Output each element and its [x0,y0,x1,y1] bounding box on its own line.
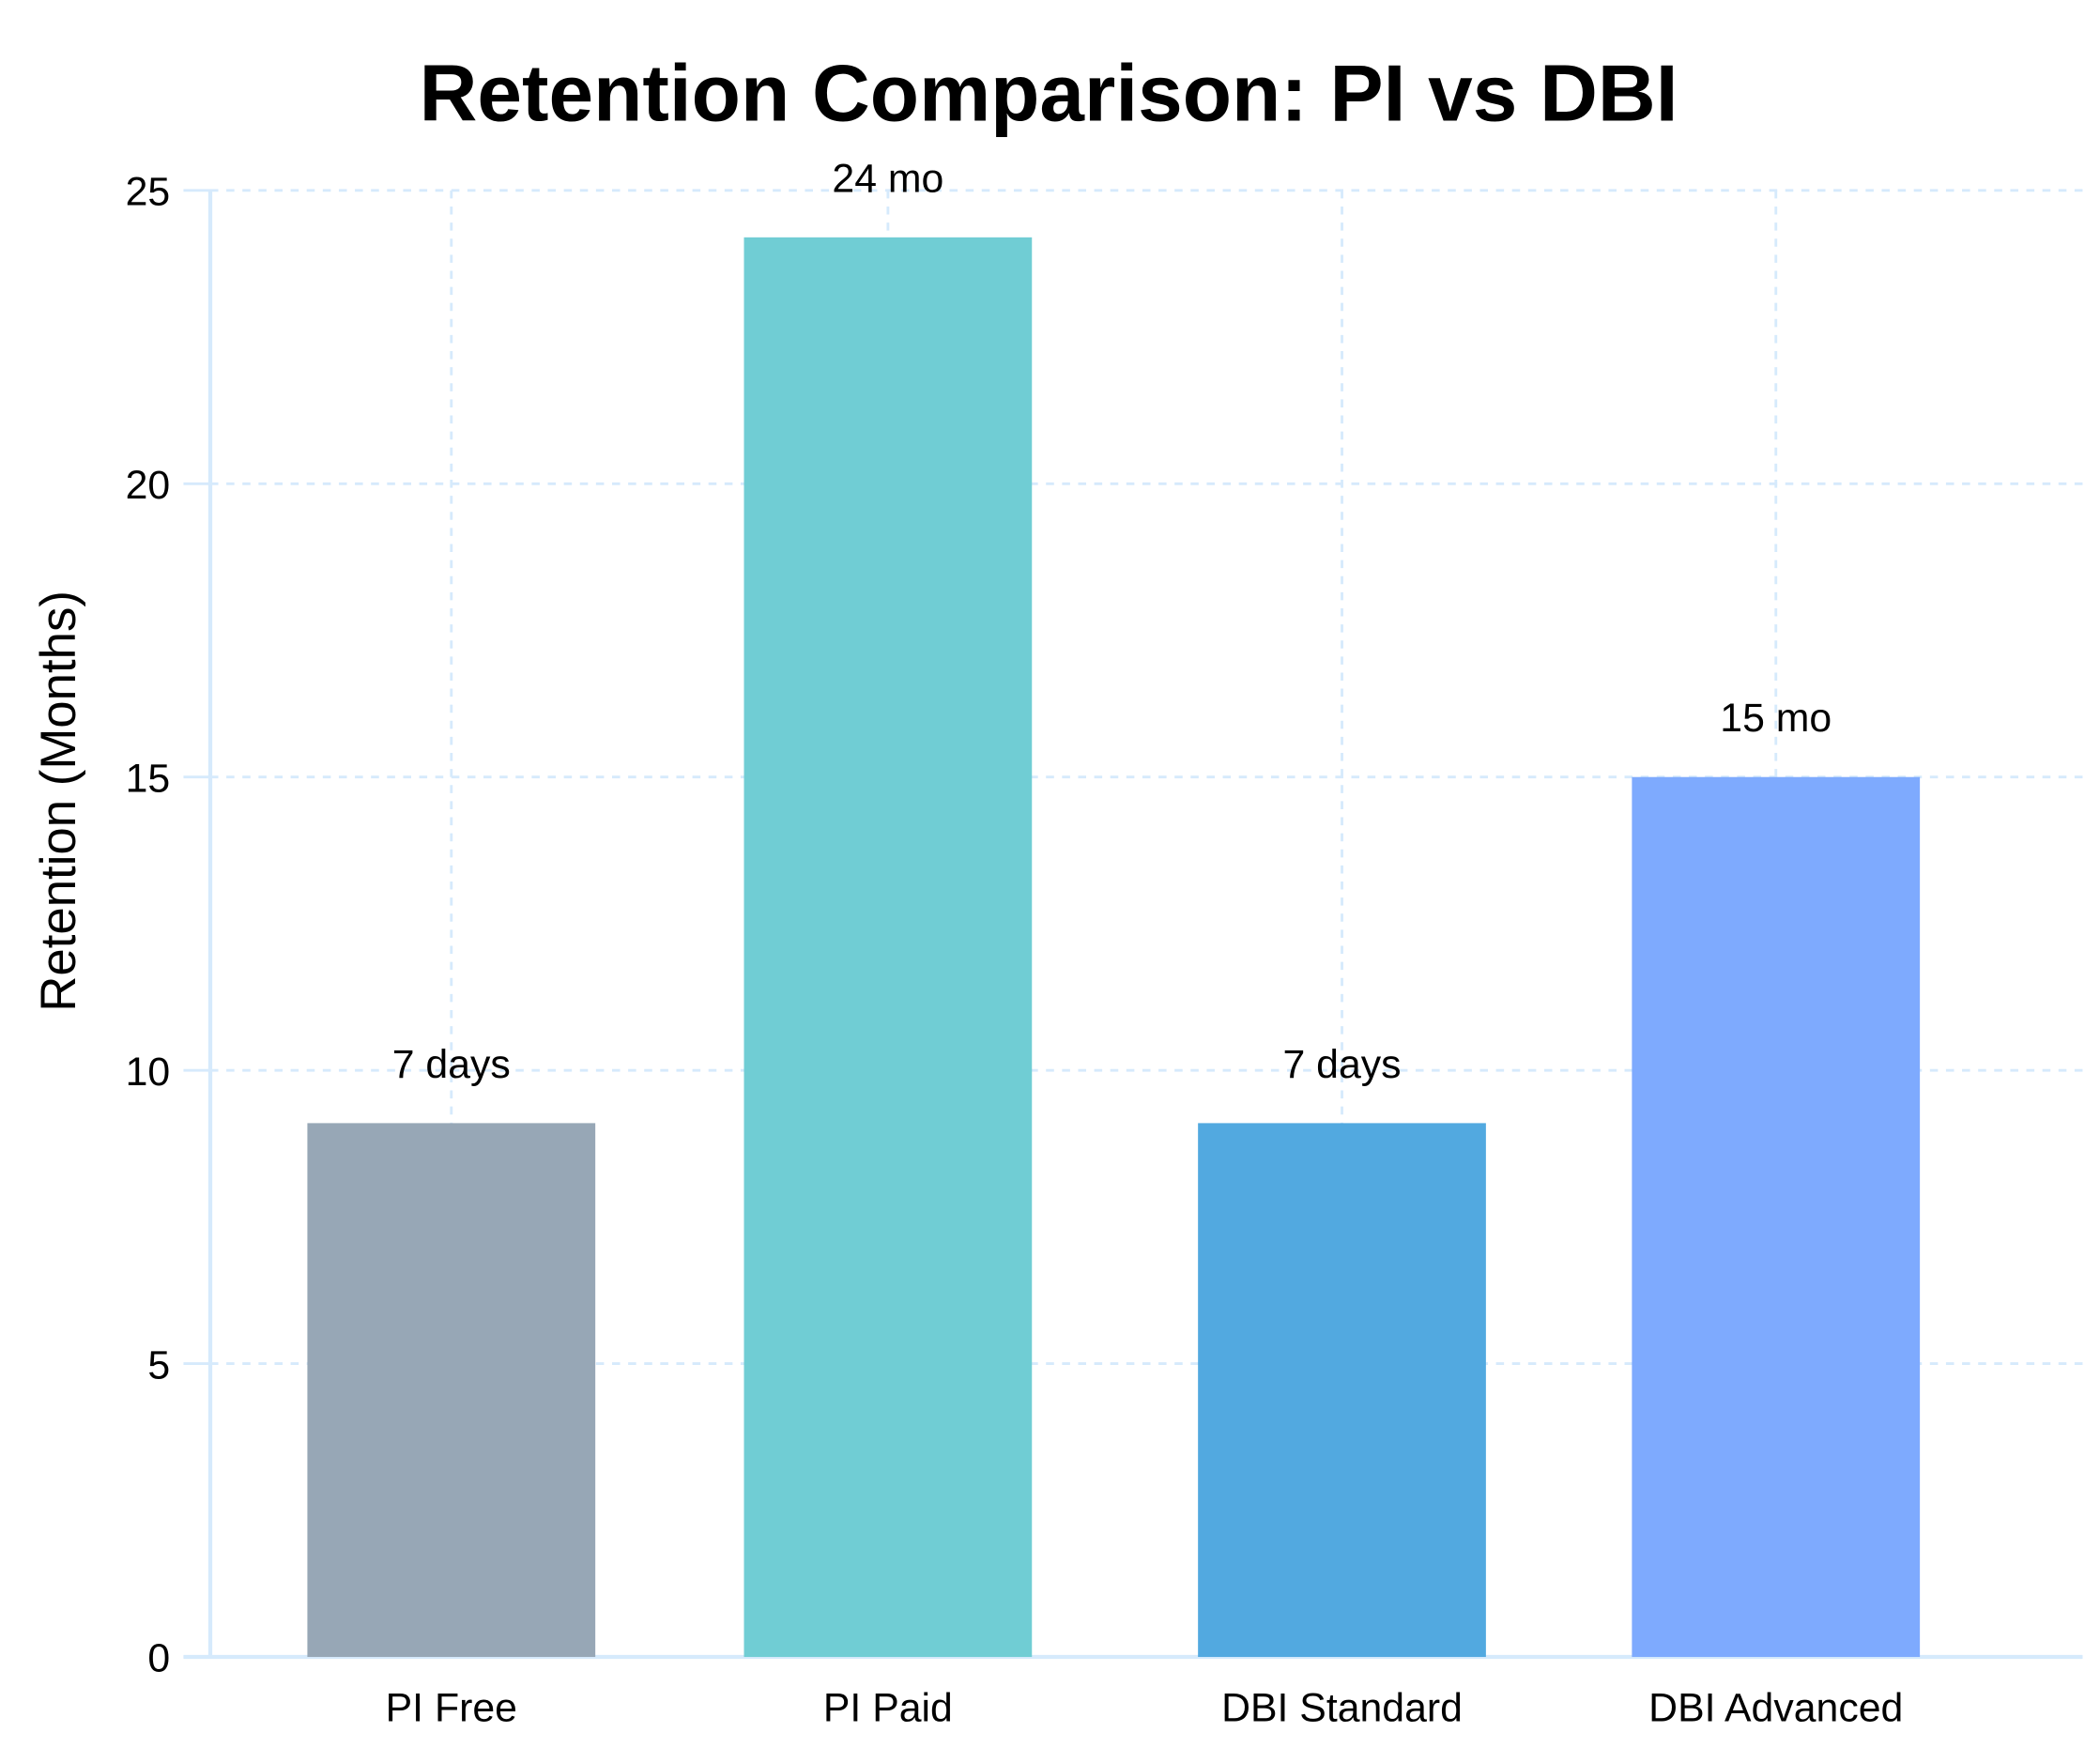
bar-pi-free [307,1123,596,1658]
bar-dbi-advanced [1632,776,1921,1658]
data-label: 24 mo [832,156,943,201]
bar-pi-paid [743,237,1033,1658]
x-tick-label: DBI Advanced [1648,1686,1903,1731]
data-label: 7 days [392,1042,511,1087]
x-tick-label: PI Free [386,1686,517,1731]
chart-title: Retention Comparison: PI vs DBI [420,50,1678,139]
x-tick-label: DBI Standard [1221,1686,1463,1731]
y-tick-label: 5 [147,1342,170,1387]
data-label: 7 days [1282,1042,1401,1087]
y-axis-label: Retention (Months) [31,590,86,1012]
x-tick-label: PI Paid [823,1686,953,1731]
y-tick-label: 25 [126,170,171,215]
y-tick-label: 0 [147,1636,170,1681]
y-tick-label: 10 [126,1050,171,1095]
y-tick-label: 15 [126,756,171,801]
bar-dbi-standard [1198,1123,1486,1658]
data-label: 15 mo [1720,696,1832,741]
y-tick-label: 20 [126,463,171,508]
